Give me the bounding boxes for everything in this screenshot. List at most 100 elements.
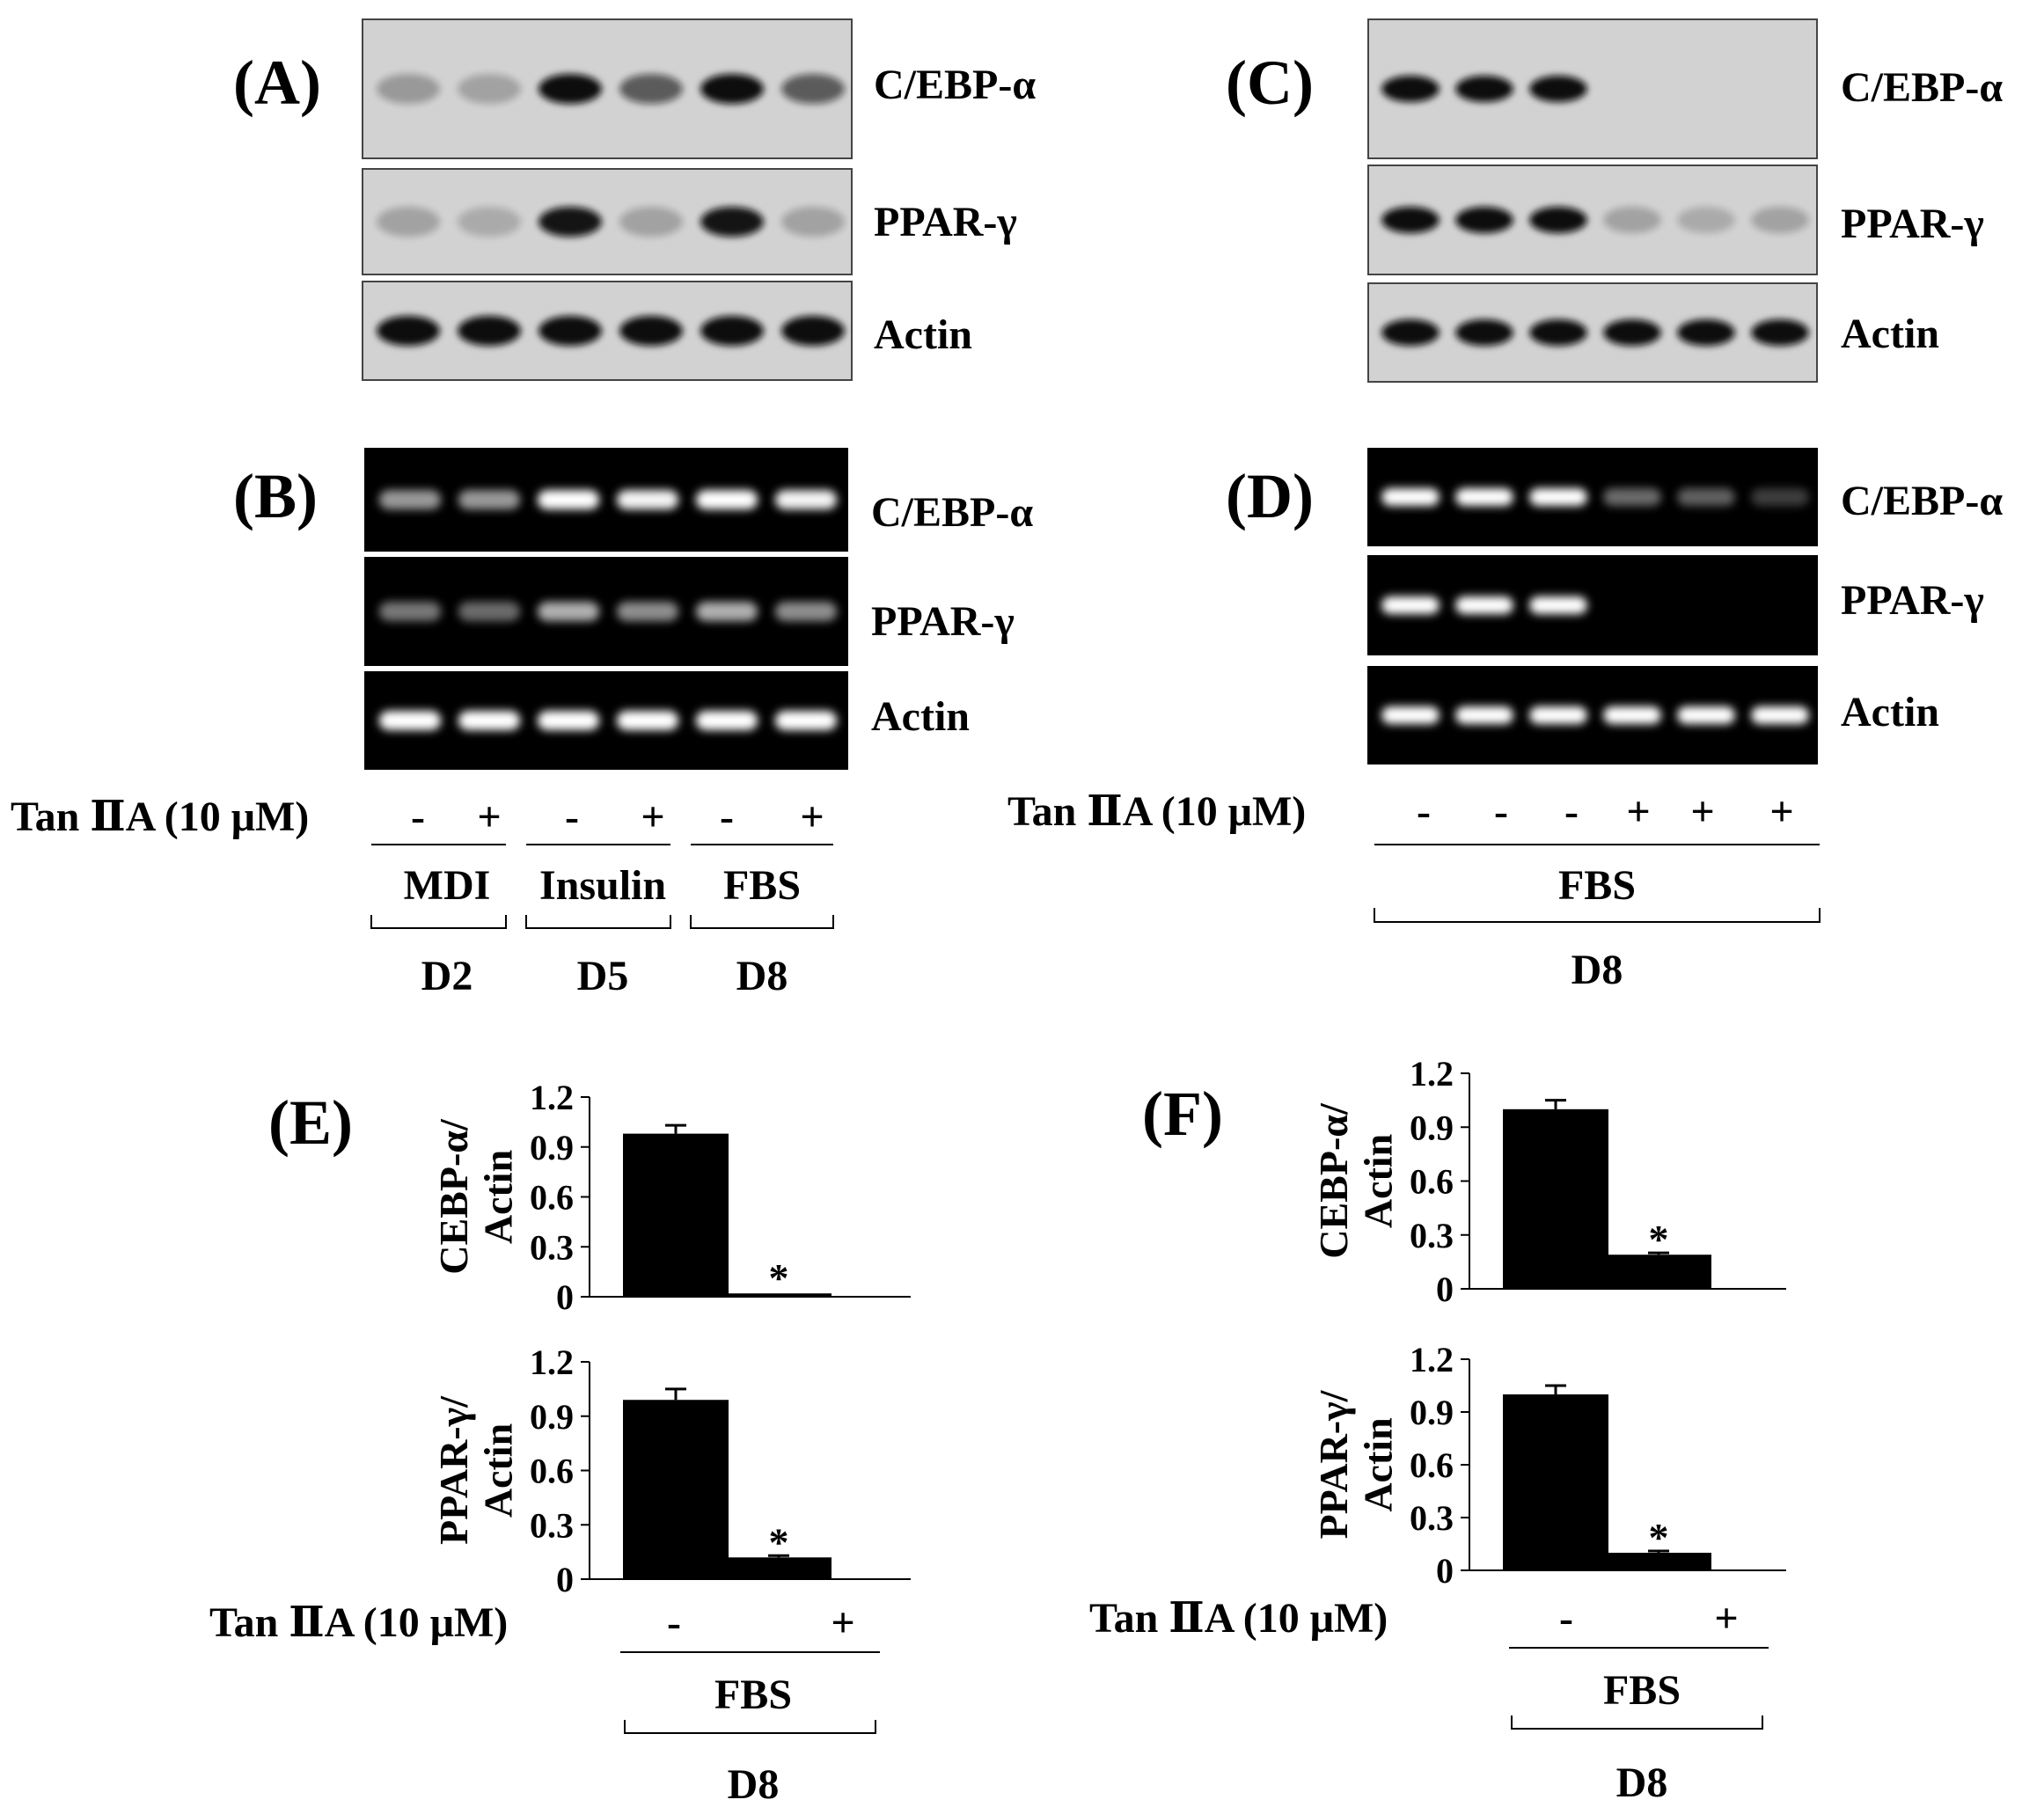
sign-d-1: - <box>1417 788 1431 835</box>
blot-band <box>458 316 521 346</box>
gel-band <box>378 490 442 509</box>
blot-strip <box>364 671 848 770</box>
panel-letter-d: (D) <box>1226 461 1314 531</box>
y-tick-label: 0.9 <box>530 1128 574 1167</box>
bracket <box>624 1720 876 1734</box>
gel-band <box>774 711 838 730</box>
rtpcr-gel-b <box>364 448 848 770</box>
y-axis-label: CEBP-α/Actin <box>1311 1102 1401 1259</box>
y-axis-label: PPAR-γ/Actin <box>431 1395 521 1545</box>
y-tick-label: 0 <box>556 1277 574 1317</box>
bar-chart-e-ppar: 1.2 0.9 0.6 0.3 0 PPAR-γ/Actin * <box>431 1342 911 1599</box>
bar <box>726 1557 832 1579</box>
blot-band <box>1455 76 1513 102</box>
y-tick-label: 0 <box>1436 1269 1454 1309</box>
gel-band <box>616 602 679 621</box>
gel-band <box>458 602 521 621</box>
blot-strip <box>362 281 853 381</box>
group-media-b-1: MDI <box>404 862 491 909</box>
gel-band <box>1677 488 1735 506</box>
gel-band <box>695 711 758 730</box>
gel-band <box>1529 596 1587 614</box>
bar <box>1606 1255 1711 1289</box>
blot-band <box>1529 207 1587 233</box>
sign-b-5: - <box>720 794 734 840</box>
gel-band <box>616 711 679 730</box>
gel-band <box>537 490 600 509</box>
blot-band <box>1677 207 1735 233</box>
gel-band <box>1455 596 1513 614</box>
bracket <box>690 915 834 929</box>
significance-marker: * <box>769 1255 789 1300</box>
bracket <box>1374 908 1821 923</box>
blot-band <box>1455 319 1513 346</box>
blot-strip <box>1367 282 1818 383</box>
sign-d-6: + <box>1769 788 1793 835</box>
gel-band <box>378 602 442 621</box>
y-tick-label: 0 <box>556 1560 574 1599</box>
gel-band <box>616 490 679 509</box>
bracket <box>525 915 671 929</box>
blot-band <box>781 207 845 237</box>
gel-band <box>537 711 600 730</box>
sign-d-4: + <box>1626 788 1650 835</box>
y-tick-label: 0.3 <box>530 1227 574 1267</box>
sign-b-1: - <box>411 794 425 840</box>
sign-b-2: + <box>477 794 501 840</box>
blot-band <box>1381 207 1440 233</box>
bar <box>1503 1394 1608 1570</box>
y-tick-label: 0 <box>1436 1551 1454 1591</box>
blot-band <box>700 316 764 346</box>
blot-band <box>538 74 602 104</box>
gel-band <box>1677 706 1735 724</box>
bracket <box>370 915 507 929</box>
panel-letter-f: (F) <box>1142 1079 1223 1149</box>
blot-band <box>1455 207 1513 233</box>
blot-band <box>1381 76 1440 102</box>
y-tick-label: 0.3 <box>1410 1498 1454 1538</box>
gel-band <box>1381 488 1440 506</box>
bar-chart-e-cebp: 1.2 0.9 0.6 0.3 0 CEBP-α/Actin * <box>431 1078 911 1317</box>
sign-d-5: + <box>1690 788 1714 835</box>
rtpcr-gel-d <box>1367 448 1818 764</box>
blot-a-row-label-actin: Actin <box>874 311 972 358</box>
bar <box>623 1400 729 1579</box>
y-tick-label: 0.9 <box>530 1397 574 1437</box>
blot-band <box>1529 76 1587 102</box>
y-tick-label: 0.3 <box>1410 1216 1454 1255</box>
y-tick-label: 0.6 <box>530 1452 574 1491</box>
blot-band <box>1603 207 1661 233</box>
gel-band <box>1455 488 1513 506</box>
bar <box>623 1133 729 1297</box>
gel-band <box>537 602 600 621</box>
blot-band <box>700 207 764 237</box>
bar <box>1606 1553 1711 1570</box>
gel-band <box>1751 706 1809 724</box>
significance-marker: * <box>769 1519 789 1564</box>
panel-letter-e: (E) <box>268 1087 353 1158</box>
media-label-e: FBS <box>714 1672 792 1718</box>
group-media-b-2: Insulin <box>539 862 666 909</box>
blot-band <box>458 74 521 104</box>
y-tick-label: 1.2 <box>530 1078 574 1117</box>
blot-strip <box>364 448 848 552</box>
y-tick-label: 0.9 <box>1410 1108 1454 1147</box>
group-day-b-3: D8 <box>736 953 788 999</box>
y-tick-label: 0.6 <box>530 1178 574 1218</box>
gel-band <box>458 490 521 509</box>
blot-strip <box>1367 165 1818 275</box>
day-label-e: D8 <box>728 1761 780 1807</box>
blot-band <box>1751 207 1809 233</box>
western-blot-c <box>1367 18 1818 383</box>
blot-d-row-label-cebp: C/EBP-α <box>1841 478 2003 524</box>
gel-band <box>458 711 521 730</box>
blot-band <box>619 316 683 346</box>
blot-band <box>1381 319 1440 346</box>
sign-e-2: + <box>831 1599 854 1646</box>
gel-band <box>695 602 758 621</box>
blot-band <box>538 207 602 237</box>
y-tick-label: 1.2 <box>530 1342 574 1382</box>
blot-strip <box>364 557 848 666</box>
gel-band <box>1529 706 1587 724</box>
